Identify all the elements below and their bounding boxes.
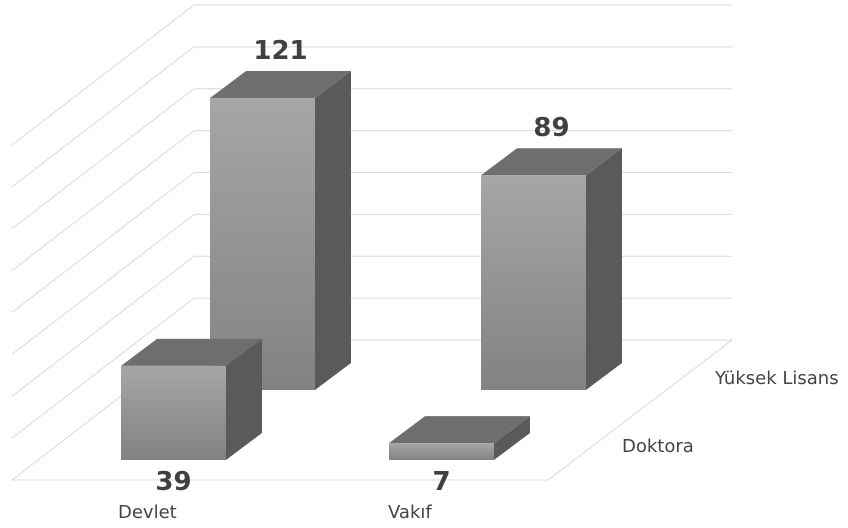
gridline-side xyxy=(11,255,195,397)
bar-side xyxy=(586,148,622,390)
gridline-side xyxy=(11,88,195,230)
depth-label: Doktora xyxy=(622,436,694,457)
bar-side xyxy=(226,338,262,460)
data-label: 39 xyxy=(155,467,191,497)
bar xyxy=(389,443,494,460)
category-label: Vakıf xyxy=(388,502,432,523)
bar xyxy=(121,365,226,460)
gridline-side xyxy=(11,213,195,355)
gridline-side xyxy=(11,130,195,272)
gridline-side xyxy=(11,46,195,188)
bar-top xyxy=(389,416,530,444)
bars xyxy=(121,71,622,460)
bar-side xyxy=(315,71,351,390)
floor-edge xyxy=(12,339,733,481)
gridline-side xyxy=(11,172,195,313)
depth-label: Yüksek Lisans xyxy=(714,368,839,389)
bar-top xyxy=(121,338,262,366)
bar xyxy=(481,175,586,390)
gridline-side xyxy=(11,297,195,439)
bar-top xyxy=(210,71,351,98)
labels: 121 89 39 7 Devlet Vakıf Doktora Yüksek Lisans xyxy=(118,36,839,523)
data-label: 7 xyxy=(432,467,450,497)
bar-top xyxy=(481,148,622,176)
gridline-side xyxy=(11,4,195,146)
grid-lines xyxy=(11,4,733,481)
bar-side xyxy=(494,416,530,460)
category-label: Devlet xyxy=(118,502,177,523)
data-label: 121 xyxy=(253,36,307,66)
data-label: 89 xyxy=(533,113,569,143)
